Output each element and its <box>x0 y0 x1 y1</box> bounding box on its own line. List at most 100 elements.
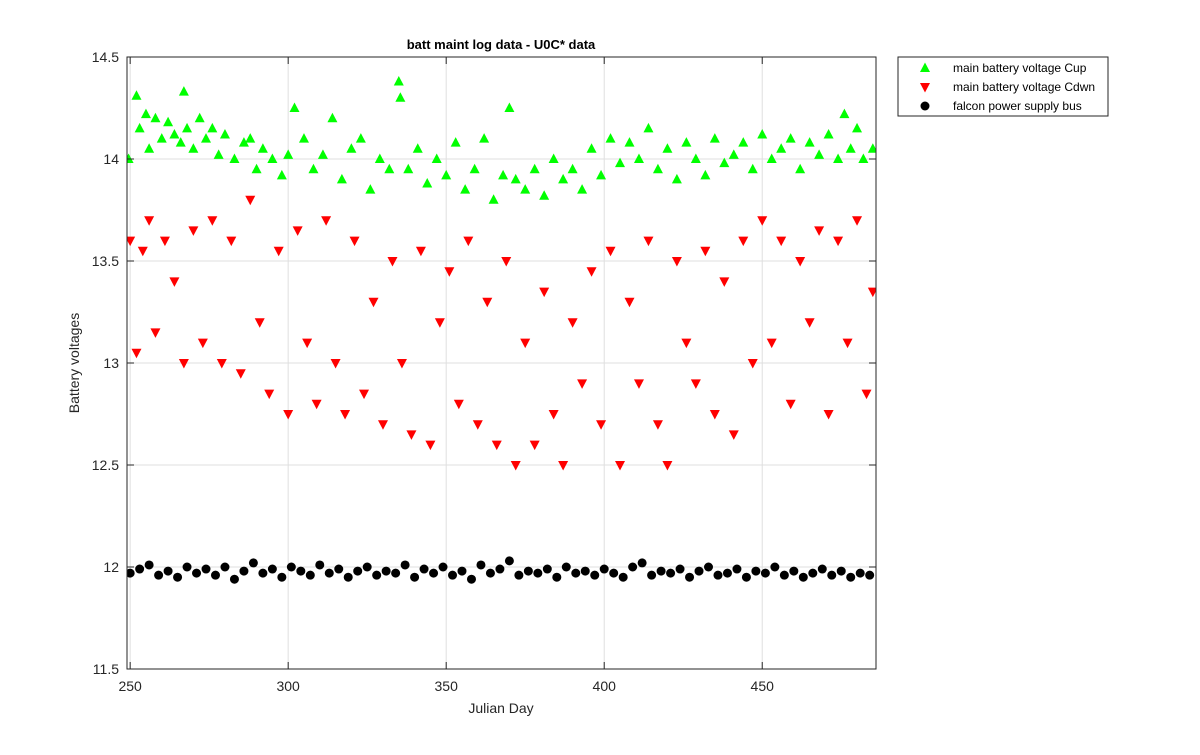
data-point <box>127 568 135 578</box>
data-point <box>539 190 550 200</box>
data-point <box>163 116 174 127</box>
data-point <box>422 177 433 188</box>
data-point <box>586 143 597 153</box>
axis-ticks: 250 300 350 400 450 11.5 12 12.5 13 13.5 14 14.5 <box>92 49 876 694</box>
data-point <box>194 112 205 123</box>
data-point <box>438 562 448 572</box>
data-point <box>498 169 509 180</box>
data-point <box>789 566 799 576</box>
data-point <box>671 257 682 267</box>
data-point <box>353 566 363 576</box>
data-point <box>472 420 483 430</box>
data-point <box>374 153 385 163</box>
data-point <box>384 163 395 174</box>
data-point <box>457 566 467 576</box>
data-point <box>127 153 134 163</box>
data-point <box>134 122 145 133</box>
data-point <box>637 558 647 568</box>
data-point <box>406 430 417 440</box>
data-point <box>156 133 167 143</box>
data-point <box>520 338 531 349</box>
data-point <box>548 410 559 420</box>
data-point <box>415 246 426 257</box>
data-point <box>643 122 654 133</box>
data-point <box>823 410 834 420</box>
data-point <box>685 572 695 582</box>
data-point <box>596 420 607 430</box>
legend-entry: falcon power supply bus <box>953 99 1082 113</box>
data-point <box>615 157 626 168</box>
data-point <box>690 153 701 163</box>
data-point <box>867 143 876 153</box>
data-point <box>590 570 600 580</box>
data-point <box>308 163 319 174</box>
data-point <box>393 75 404 86</box>
data-point <box>317 149 328 159</box>
data-point <box>586 267 597 277</box>
data-point <box>624 137 635 147</box>
data-point <box>804 318 815 328</box>
data-point <box>463 236 474 247</box>
data-point <box>823 129 834 139</box>
data-point <box>267 564 277 574</box>
data-point <box>808 568 818 578</box>
data-point <box>548 153 559 163</box>
data-point <box>264 389 275 400</box>
data-point <box>466 574 476 584</box>
data-point <box>700 169 711 180</box>
data-point <box>251 163 262 174</box>
data-point <box>785 399 796 410</box>
data-point <box>365 184 376 194</box>
data-point <box>201 133 212 143</box>
data-point <box>219 129 230 139</box>
chart-title: batt maint log data - U0C* data <box>407 37 596 52</box>
data-point <box>760 568 770 578</box>
data-point <box>254 318 265 328</box>
data-point <box>381 566 391 576</box>
legend-marker <box>920 101 930 111</box>
data-point <box>804 137 815 147</box>
data-point <box>349 236 360 247</box>
x-tick-label: 350 <box>435 678 459 694</box>
data-point <box>154 570 164 580</box>
data-point <box>144 143 155 153</box>
data-point <box>163 566 173 576</box>
data-point <box>431 153 442 163</box>
data-point <box>628 562 638 572</box>
data-point <box>577 184 588 194</box>
data-point <box>188 226 199 236</box>
data-point <box>605 133 616 143</box>
data-point <box>311 399 322 410</box>
data-point <box>340 410 351 420</box>
data-point <box>169 277 180 287</box>
data-point <box>362 562 372 572</box>
data-point <box>776 236 787 247</box>
x-axis-label: Julian Day <box>468 700 533 716</box>
data-point <box>289 102 300 112</box>
data-point <box>552 572 562 582</box>
data-point <box>833 236 844 247</box>
data-point <box>277 572 287 582</box>
data-point <box>741 572 751 582</box>
data-point <box>867 287 876 298</box>
data-point <box>469 163 480 174</box>
data-point <box>836 566 846 576</box>
y-tick-label: 12 <box>103 559 119 575</box>
data-point <box>666 568 676 578</box>
data-point <box>728 430 739 440</box>
data-point <box>201 564 211 574</box>
data-point <box>599 564 609 574</box>
data-point <box>178 86 189 96</box>
data-point <box>656 566 666 576</box>
data-point <box>372 570 382 580</box>
data-point <box>845 143 856 153</box>
data-point <box>751 566 761 576</box>
data-point <box>169 129 180 139</box>
data-point <box>700 246 711 257</box>
series-2 <box>127 556 875 584</box>
data-point <box>324 568 334 578</box>
y-tick-label: 14.5 <box>92 49 119 65</box>
data-point <box>315 560 325 570</box>
